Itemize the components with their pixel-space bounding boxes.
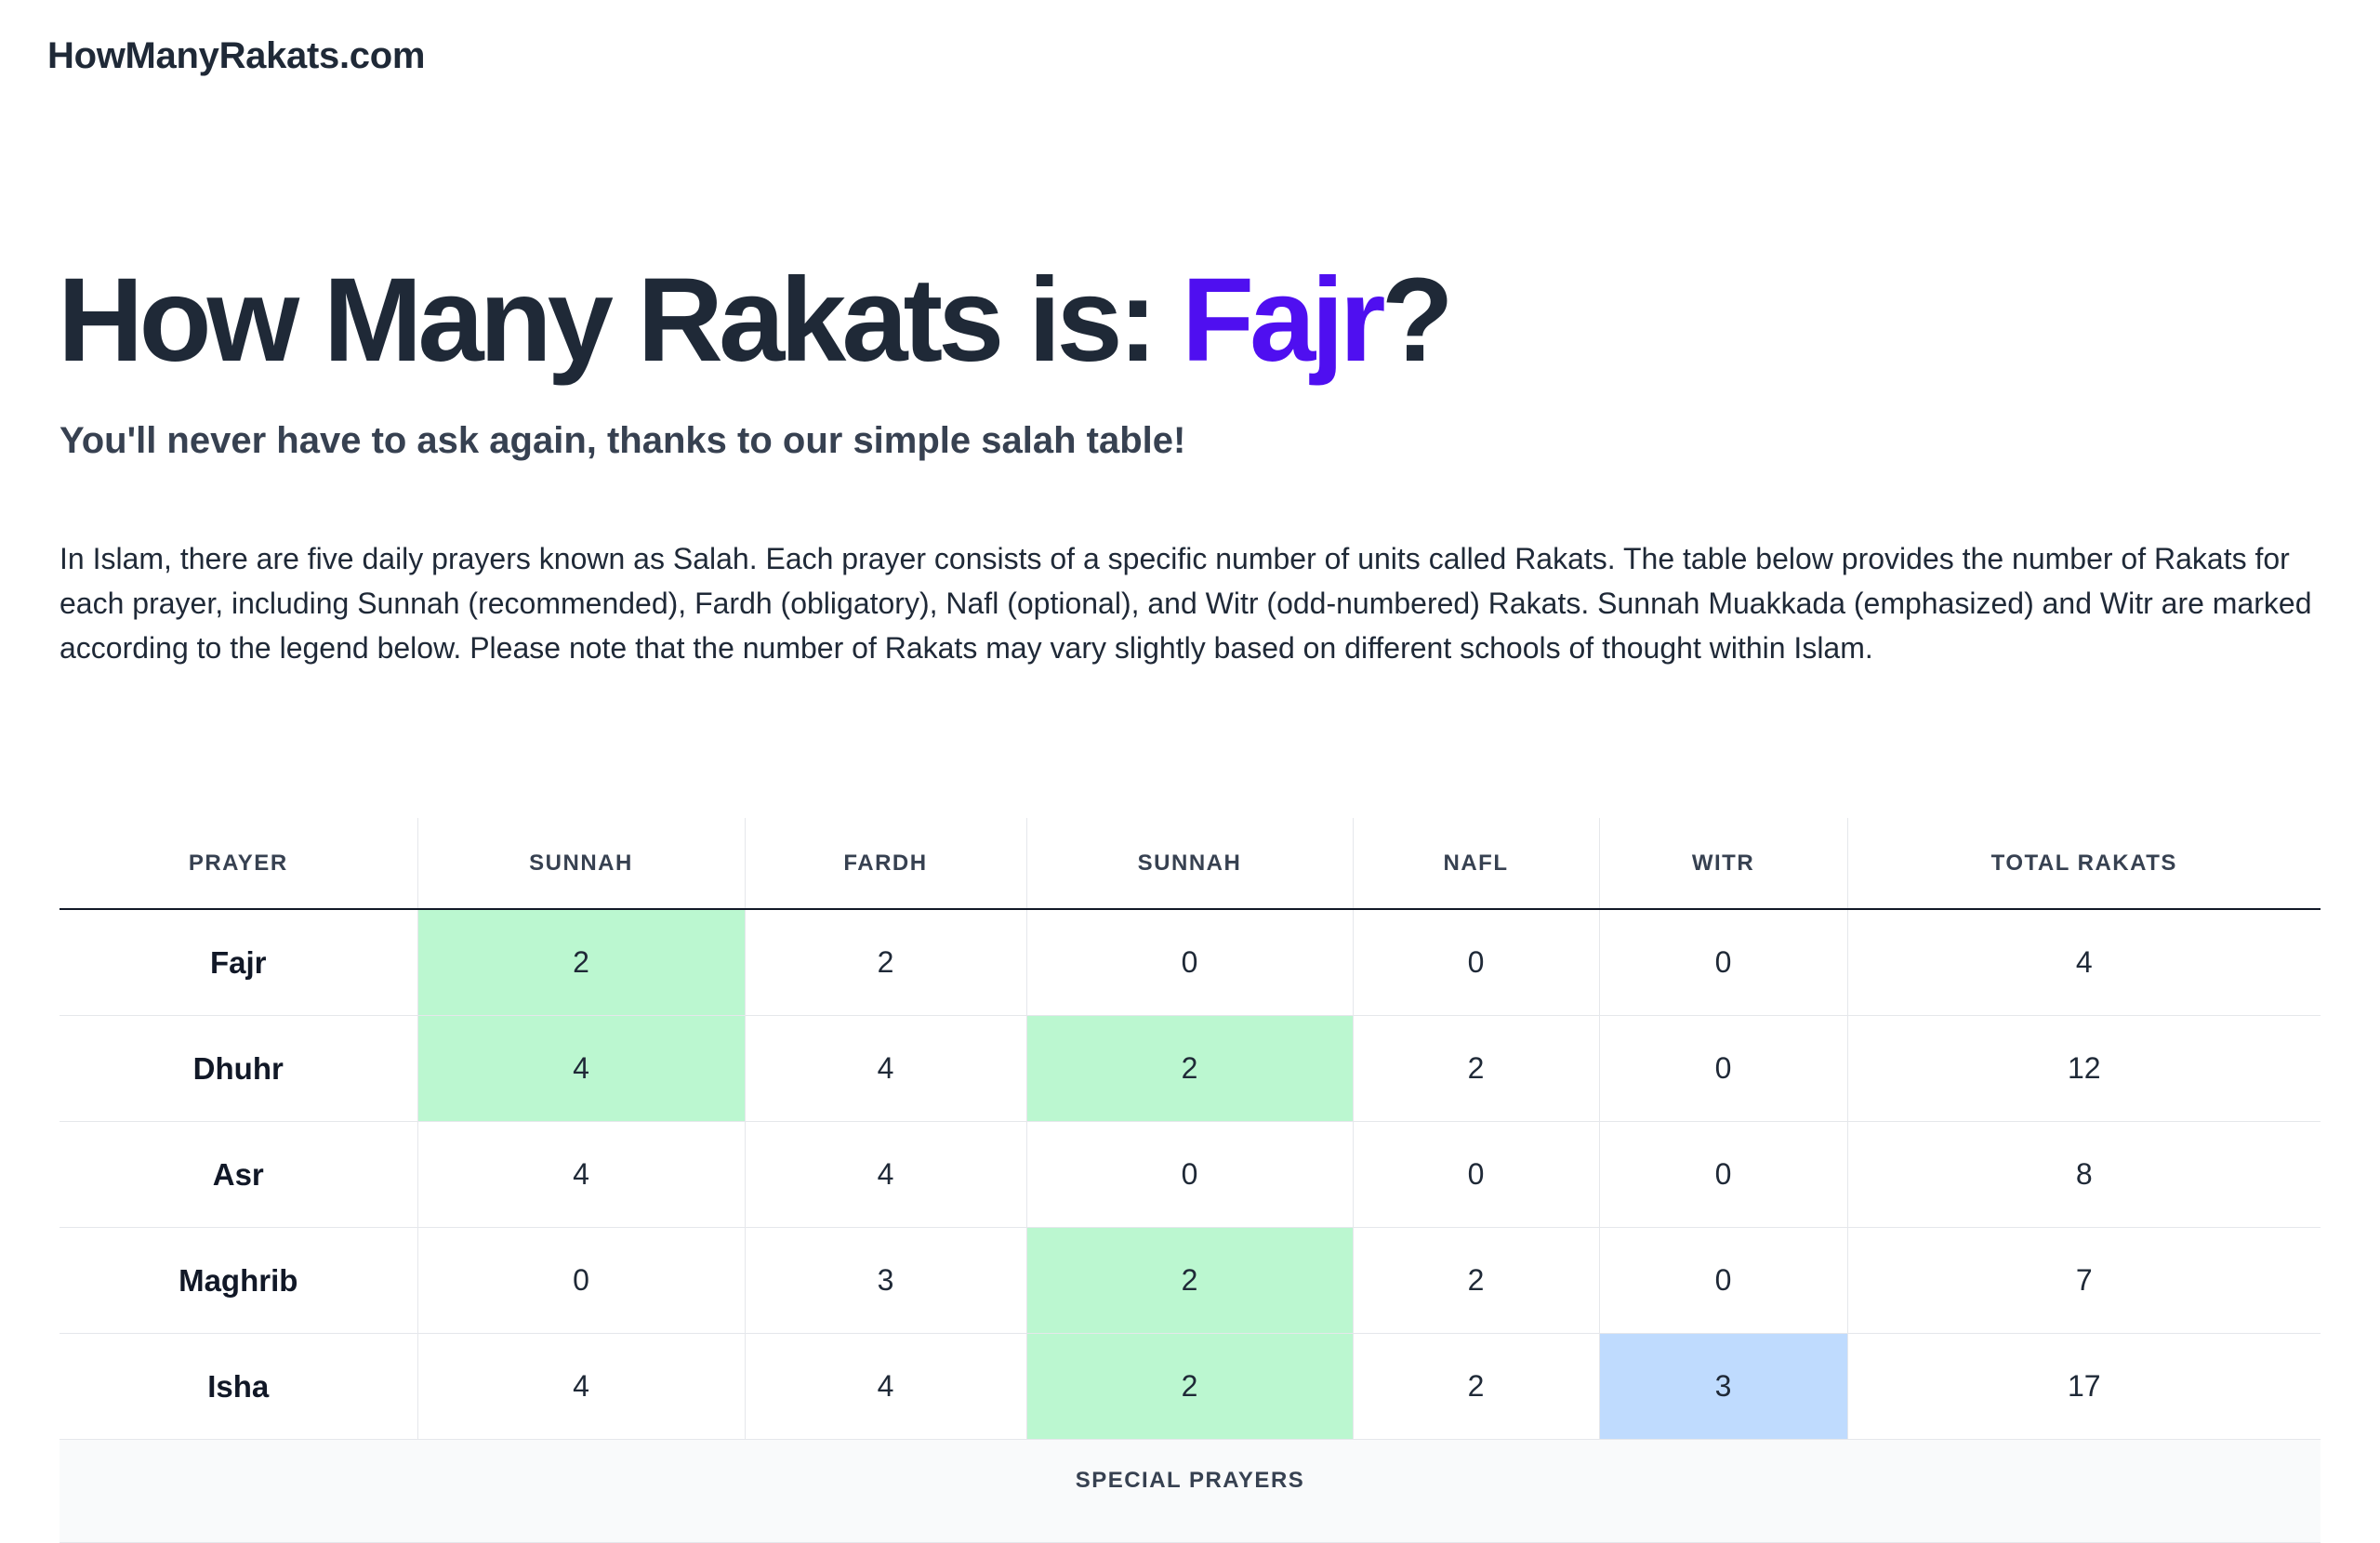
total-cell: 7 [1846, 1227, 2320, 1334]
intro-paragraph: In Islam, there are five daily prayers k… [60, 542, 2312, 665]
page-title-suffix: ? [1381, 254, 1454, 387]
page-subtitle: You'll never have to ask again, thanks t… [60, 420, 1186, 461]
fardh-cell: 4 [744, 1015, 1026, 1122]
special-prayers-row: SPECIAL PRAYERS [60, 1439, 2320, 1543]
site-logo[interactable]: HowManyRakats.com [47, 35, 426, 76]
total-cell: 8 [1846, 1121, 2320, 1228]
sunnah-after-cell: 2 [1025, 1015, 1353, 1122]
sunnah-after-cell: 0 [1025, 1121, 1353, 1228]
sunnah-before-cell: 4 [416, 1015, 745, 1122]
witr-cell: 0 [1598, 1121, 1847, 1228]
witr-cell: 0 [1598, 1015, 1847, 1122]
nafl-cell: 2 [1352, 1227, 1599, 1334]
special-prayers-heading: SPECIAL PRAYERS [60, 1439, 2320, 1543]
table-header-row: PRAYER SUNNAH FARDH SUNNAH NAFL WITR TOT… [60, 818, 2320, 910]
column-header-witr: WITR [1598, 818, 1847, 910]
table-body: Fajr 2 2 0 0 0 4 Dhuhr 4 4 2 2 0 12 Asr … [60, 909, 2320, 1543]
total-cell: 12 [1846, 1015, 2320, 1122]
sunnah-before-cell: 4 [416, 1121, 745, 1228]
column-header-total: TOTAL RAKATS [1846, 818, 2320, 910]
sunnah-after-cell: 0 [1025, 909, 1353, 1016]
rakats-table: PRAYER SUNNAH FARDH SUNNAH NAFL WITR TOT… [60, 818, 2320, 1543]
prayer-name-cell: Isha [60, 1333, 417, 1440]
prayer-name-cell: Asr [60, 1121, 417, 1228]
column-header-nafl: NAFL [1352, 818, 1599, 910]
table-row: Asr 4 4 0 0 0 8 [60, 1121, 2320, 1228]
sunnah-before-cell: 0 [416, 1227, 745, 1334]
sunnah-before-cell: 4 [416, 1333, 745, 1440]
prayer-name-cell: Maghrib [60, 1227, 417, 1334]
nafl-cell: 2 [1352, 1333, 1599, 1440]
nafl-cell: 2 [1352, 1015, 1599, 1122]
witr-cell: 0 [1598, 909, 1847, 1016]
column-header-prayer: PRAYER [60, 818, 417, 910]
nafl-cell: 0 [1352, 1121, 1599, 1228]
page-title-prefix: How Many Rakats is: [58, 254, 1182, 387]
table-row: Isha 4 4 2 2 3 17 [60, 1333, 2320, 1440]
prayer-name-cell: Fajr [60, 909, 417, 1016]
table-row: Dhuhr 4 4 2 2 0 12 [60, 1015, 2320, 1122]
sunnah-before-cell: 2 [416, 909, 745, 1016]
page-title: How Many Rakats is: Fajr? [58, 249, 1454, 392]
total-cell: 4 [1846, 909, 2320, 1016]
total-cell: 17 [1846, 1333, 2320, 1440]
prayer-name-cell: Dhuhr [60, 1015, 417, 1122]
fardh-cell: 4 [744, 1121, 1026, 1228]
fardh-cell: 3 [744, 1227, 1026, 1334]
table-row: Fajr 2 2 0 0 0 4 [60, 909, 2320, 1016]
fardh-cell: 2 [744, 909, 1026, 1016]
sunnah-after-cell: 2 [1025, 1333, 1353, 1440]
prayer-name-highlight: Fajr [1181, 254, 1386, 387]
sunnah-after-cell: 2 [1025, 1227, 1353, 1334]
rakats-table-container: PRAYER SUNNAH FARDH SUNNAH NAFL WITR TOT… [60, 818, 2320, 1543]
witr-cell: 3 [1598, 1333, 1847, 1440]
witr-cell: 0 [1598, 1227, 1847, 1334]
nafl-cell: 0 [1352, 909, 1599, 1016]
fardh-cell: 4 [744, 1333, 1026, 1440]
table-row: Maghrib 0 3 2 2 0 7 [60, 1227, 2320, 1334]
column-header-fardh: FARDH [744, 818, 1026, 910]
column-header-sunnah-before: SUNNAH [416, 818, 745, 910]
column-header-sunnah-after: SUNNAH [1025, 818, 1353, 910]
